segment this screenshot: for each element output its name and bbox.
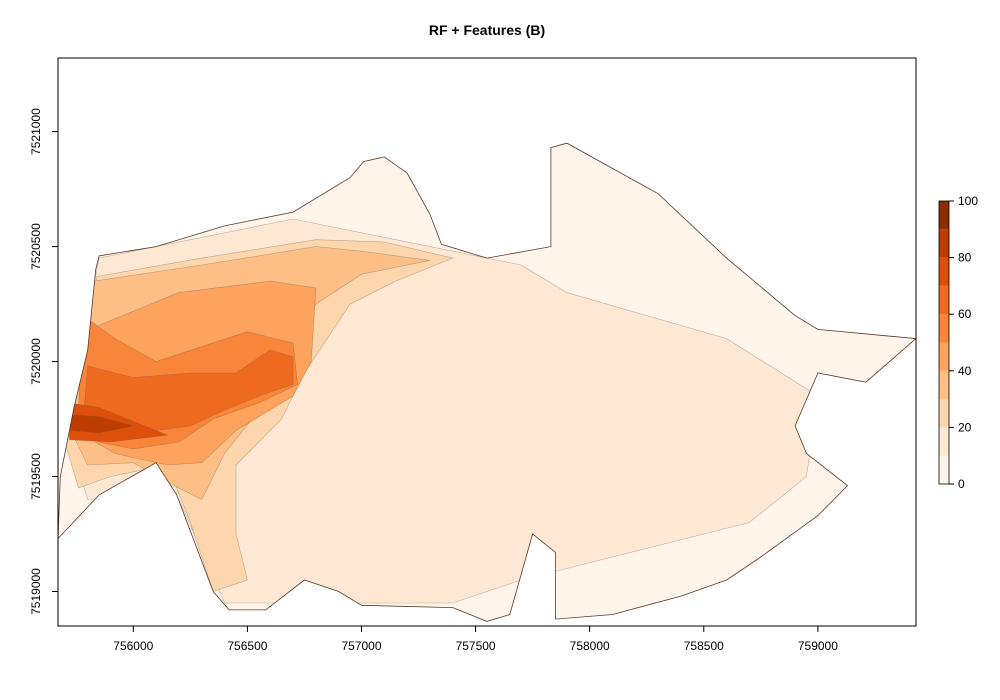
x-tick-label: 757500 xyxy=(456,639,496,653)
x-tick-label: 759000 xyxy=(798,639,838,653)
legend-swatch xyxy=(939,314,949,343)
x-tick-label: 756500 xyxy=(227,639,267,653)
y-tick-label: 7519500 xyxy=(29,453,43,500)
legend-tick-label: 100 xyxy=(958,194,978,208)
y-tick-label: 7520500 xyxy=(29,223,43,270)
y-tick-label: 7519000 xyxy=(29,568,43,615)
legend-frame xyxy=(938,200,950,485)
y-axis: 7519000 7519500 7520000 7520500 7521000 xyxy=(29,108,58,615)
x-tick-label: 756000 xyxy=(113,639,153,653)
map-layer xyxy=(57,142,917,622)
legend-swatch xyxy=(939,285,949,315)
legend-tick-label: 40 xyxy=(958,364,972,378)
legend-swatch xyxy=(939,370,949,400)
x-tick-label: 757000 xyxy=(341,639,381,653)
legend-swatch xyxy=(939,342,949,371)
plot-frame xyxy=(57,57,917,627)
legend-swatch xyxy=(939,201,949,230)
field-boundary xyxy=(57,142,917,622)
legend-tick-label: 0 xyxy=(958,477,965,491)
x-tick-label: 758000 xyxy=(570,639,610,653)
x-tick-label: 758500 xyxy=(684,639,724,653)
y-tick-label: 7520000 xyxy=(29,338,43,385)
legend-tick-label: 60 xyxy=(958,307,972,321)
x-axis: 756000 756500 757000 757500 758000 758500 7590… xyxy=(113,626,838,653)
legend-swatch xyxy=(939,427,949,456)
legend-swatch xyxy=(939,455,949,484)
legend-swatch xyxy=(939,399,949,428)
legend-swatch xyxy=(939,257,949,286)
legend-swatch xyxy=(939,229,949,258)
legend: 0 20 40 60 80 100 xyxy=(938,194,978,491)
legend-tick-label: 80 xyxy=(958,251,972,265)
chart-title: RF + Features (B) xyxy=(429,22,545,38)
legend-tick-label: 20 xyxy=(958,420,972,434)
y-tick-label: 7521000 xyxy=(29,108,43,155)
